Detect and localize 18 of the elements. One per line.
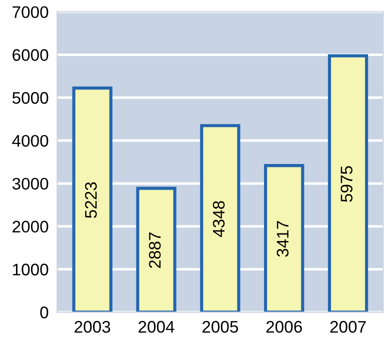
x-tick-label: 2004 (138, 320, 174, 333)
y-tick-label: 7000 (12, 6, 48, 18)
data-label: 4348 (212, 201, 225, 238)
y-tick-label: 6000 (12, 49, 48, 61)
y-tick-label: 4000 (12, 134, 48, 147)
y-tick-label: 2000 (12, 220, 48, 233)
x-tick-label: 2006 (266, 320, 302, 333)
data-label: 5975 (340, 166, 352, 202)
data-label: 2887 (148, 232, 161, 268)
x-tick-label: 2003 (74, 320, 110, 333)
data-label: 5223 (85, 182, 97, 218)
data-label: 3417 (276, 221, 289, 257)
y-tick-label: 1000 (13, 264, 48, 276)
y-tick-label: 0 (40, 306, 48, 318)
x-tick-label: 2007 (330, 320, 366, 333)
x-tick-label: 2005 (202, 320, 238, 333)
y-tick-label: 5000 (12, 92, 48, 104)
y-tick-label: 3000 (12, 178, 48, 190)
